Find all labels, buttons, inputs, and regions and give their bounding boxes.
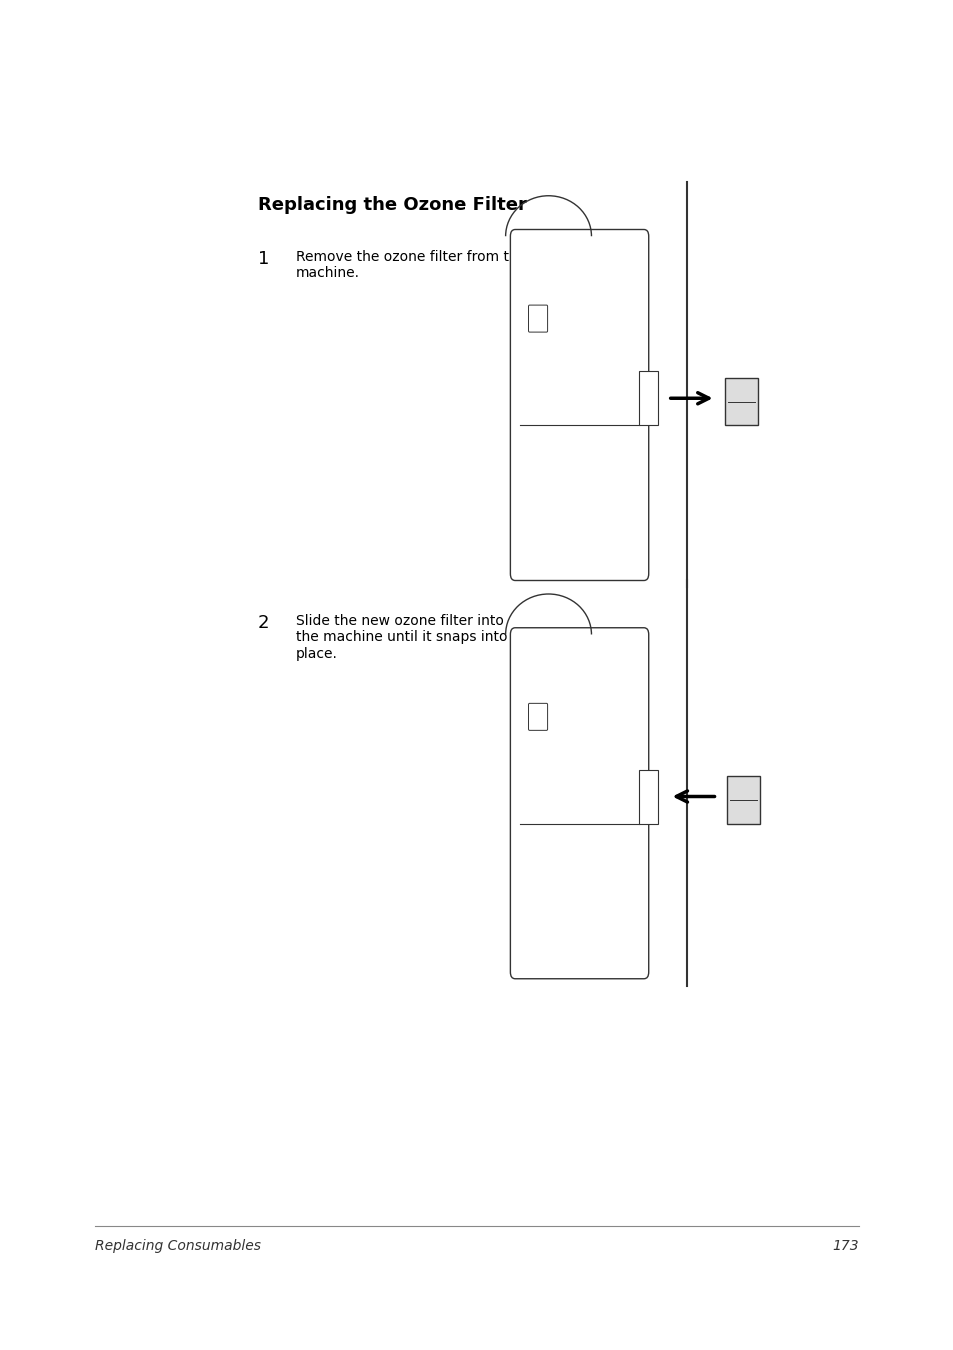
- Text: 1: 1: [257, 250, 269, 267]
- Text: 173: 173: [831, 1239, 858, 1253]
- Bar: [639, 769, 658, 823]
- Bar: [639, 371, 658, 425]
- FancyBboxPatch shape: [528, 305, 547, 332]
- FancyBboxPatch shape: [724, 378, 758, 425]
- Text: Replacing the Ozone Filter: Replacing the Ozone Filter: [257, 196, 526, 213]
- Text: Replacing Consumables: Replacing Consumables: [95, 1239, 261, 1253]
- FancyBboxPatch shape: [510, 628, 648, 979]
- Text: Slide the new ozone filter into
the machine until it snaps into
place.: Slide the new ozone filter into the mach…: [295, 614, 507, 660]
- Text: Remove the ozone filter from the
machine.: Remove the ozone filter from the machine…: [295, 250, 525, 279]
- FancyBboxPatch shape: [726, 776, 760, 823]
- FancyBboxPatch shape: [510, 230, 648, 580]
- FancyBboxPatch shape: [528, 703, 547, 730]
- Text: 2: 2: [257, 614, 269, 632]
